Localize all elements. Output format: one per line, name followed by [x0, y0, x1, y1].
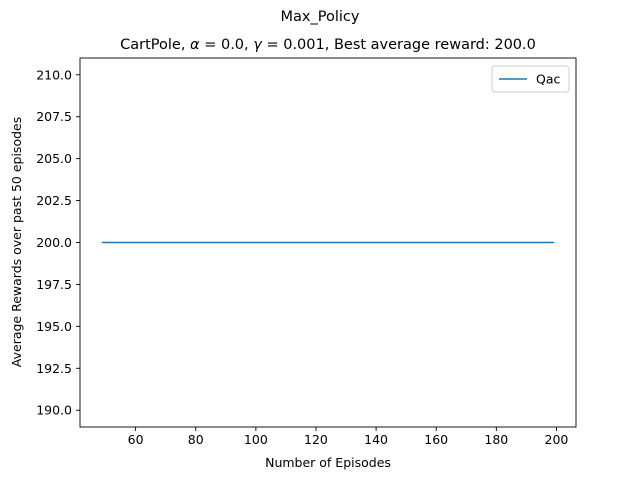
- x-tick-label: 180: [484, 432, 508, 447]
- y-tick-label: 200.0: [36, 235, 72, 250]
- x-tick-label: 100: [244, 432, 268, 447]
- x-tick-label: 200: [545, 432, 569, 447]
- chart-title: CartPole, α = 0.0, γ = 0.001, Best avera…: [120, 37, 536, 53]
- chart-title-rest: = 0.001, Best average reward: 200.0: [262, 37, 536, 53]
- legend-box: [491, 65, 570, 93]
- legend-label-qac: Qac: [536, 72, 560, 87]
- y-tick-label: 195.0: [36, 319, 72, 334]
- y-tick-label: 205.0: [36, 151, 72, 166]
- x-axis-label: Number of Episodes: [265, 455, 391, 470]
- y-tick-label: 190.0: [36, 403, 72, 418]
- x-tick-label: 80: [188, 432, 204, 447]
- chart-title-alpha-value: = 0.0,: [200, 37, 254, 53]
- chart-suptitle: Max_Policy: [281, 9, 360, 25]
- y-tick-label: 192.5: [36, 361, 72, 376]
- y-axis-label: Average Rewards over past 50 episodes: [9, 117, 24, 367]
- chart-title-alpha: α: [190, 37, 200, 53]
- y-axis: 190.0 192.5 195.0 197.5 200.0 202.5 205.0 207.5…: [36, 67, 80, 418]
- y-tick-label: 207.5: [36, 109, 72, 124]
- legend: Qac: [491, 65, 570, 93]
- chart-title-gamma: γ: [253, 37, 263, 53]
- y-tick-label: 210.0: [36, 67, 72, 82]
- y-tick-label: 202.5: [36, 193, 72, 208]
- x-tick-label: 140: [364, 432, 388, 447]
- chart-title-prefix: CartPole,: [120, 37, 190, 53]
- x-tick-label: 60: [128, 432, 144, 447]
- x-tick-label: 160: [424, 432, 448, 447]
- y-tick-label: 197.5: [36, 277, 72, 292]
- x-axis: 60 80 100 120 140 160 180 200: [128, 427, 569, 447]
- x-tick-label: 120: [304, 432, 328, 447]
